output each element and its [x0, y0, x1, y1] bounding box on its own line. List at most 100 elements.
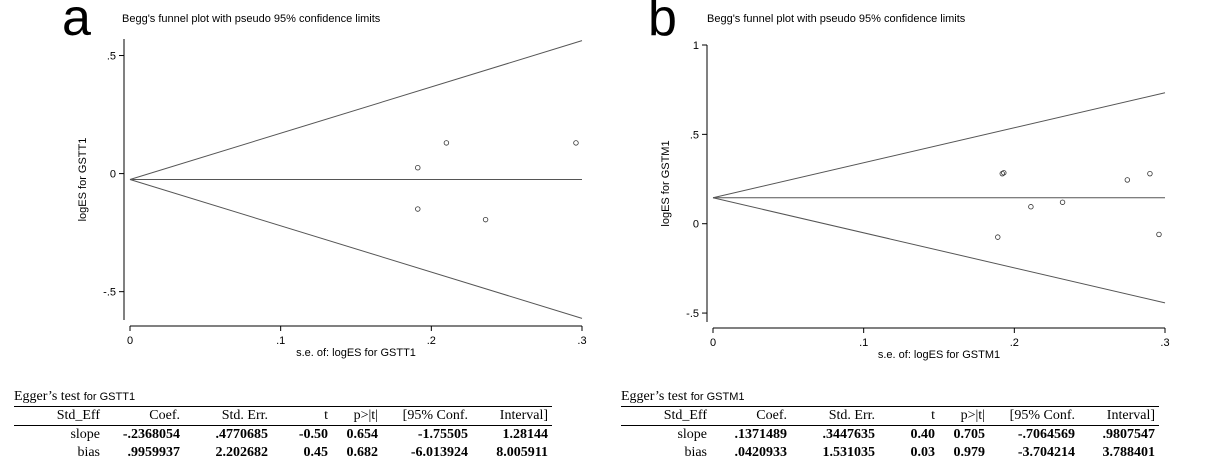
table-row: slope .1371489 .3447635 0.40 0.705 -.706… — [621, 426, 1159, 445]
study-point — [415, 206, 421, 212]
study-point — [995, 234, 1001, 240]
egger-title-gene-a: for GSTT1 — [83, 391, 136, 403]
x-tick-label: 0 — [710, 337, 716, 349]
row-label: slope — [677, 427, 707, 442]
egger-title-b: Egger’s test for GSTM1 — [621, 388, 1159, 406]
panel-label-a: a — [62, 0, 91, 47]
table-row: bias .0420933 1.531035 0.03 0.979 -3.704… — [621, 444, 1159, 462]
lower-confidence-limit — [712, 197, 1166, 304]
egger-header-row-a: Std_Eff Coef. Std. Err. t p>|t| [95% Con… — [14, 406, 552, 426]
study-point — [573, 140, 579, 146]
table-cell: 1.531035 — [822, 445, 876, 460]
egger-header-cell: Coef. — [149, 408, 180, 423]
egger-header-cell: Std_Eff — [663, 408, 707, 423]
y-tick-label: -.5 — [103, 287, 116, 299]
egger-header-cell: [95% Conf. — [402, 408, 468, 423]
egger-header-cell: Interval] — [1106, 408, 1155, 423]
egger-header-cell: Interval] — [499, 408, 548, 423]
egger-header-cell: Coef. — [756, 408, 787, 423]
study-point — [1059, 199, 1066, 205]
table-row: slope -.2368054 .4770685 -0.50 0.654 -1.… — [14, 426, 552, 445]
table-cell: -.2368054 — [122, 427, 180, 442]
egger-title-gene-b: for GSTM1 — [690, 391, 745, 403]
funnel-plot-panel-a: a Begg's funnel plot with pseudo 95% con… — [0, 0, 600, 466]
study-point — [443, 140, 450, 146]
egger-header-cell: Std_Eff — [56, 408, 100, 423]
egger-title-a: Egger’s test for GSTT1 — [14, 388, 552, 406]
x-tick-label: .1 — [859, 337, 868, 349]
egger-test-gstm1: Egger’s test for GSTM1 Std_Eff Coef. Std… — [621, 388, 1159, 462]
table-cell: .9807547 — [1102, 427, 1156, 442]
x-axis-label: s.e. of: logES for GSTM1 — [878, 349, 1000, 361]
study-point — [1156, 231, 1162, 238]
study-point — [1001, 170, 1007, 176]
table-cell: 3.788401 — [1102, 445, 1156, 460]
study-point — [415, 164, 421, 171]
table-cell: .0420933 — [734, 445, 788, 460]
y-tick-label: -.5 — [686, 308, 699, 320]
x-tick-label: .3 — [577, 335, 586, 347]
row-label: slope — [70, 427, 100, 442]
egger-header-cell: Std. Err. — [221, 408, 268, 423]
plot-title-b: Begg's funnel plot with pseudo 95% confi… — [707, 13, 966, 25]
x-tick-label: .1 — [276, 335, 285, 347]
row-label: bias — [77, 445, 100, 460]
table-cell: -0.50 — [298, 427, 328, 442]
table-cell: 0.705 — [953, 427, 986, 442]
table-cell: -.7064569 — [1017, 427, 1075, 442]
table-cell: .4770685 — [215, 427, 269, 442]
y-tick-label: .5 — [690, 129, 699, 141]
study-point — [482, 216, 489, 223]
egger-title-main-b: Egger’s test — [621, 389, 688, 404]
y-axis-label: logES for GSTT1 — [77, 138, 89, 222]
table-cell: .9959937 — [127, 445, 181, 460]
study-point — [1028, 204, 1034, 210]
funnel-plot-b: -.5 0 .5 1 0 .1 .2 .3 s.e. of: logES for GSTM1 lo… — [660, 40, 1170, 361]
table-cell: 0.03 — [910, 445, 936, 460]
table-row: bias .9959937 2.202682 0.45 0.682 -6.013… — [14, 444, 552, 462]
upper-confidence-limit — [712, 92, 1166, 199]
table-cell: 1.28144 — [502, 427, 549, 442]
y-tick-label: 0 — [693, 219, 699, 231]
x-tick-label: .2 — [1010, 337, 1019, 349]
table-cell: 2.202682 — [215, 445, 269, 460]
table-cell: -1.75505 — [417, 427, 468, 442]
egger-header-cell: p>|t| — [353, 408, 378, 423]
lower-confidence-limit — [129, 179, 583, 319]
table-cell: .1371489 — [734, 427, 788, 442]
funnel-plot-a: -.5 0 .5 0 .1 .2 .3 s.e. of: logES for GSTT1 log… — [77, 39, 587, 359]
table-cell: -6.013924 — [410, 445, 468, 460]
plot-title-a: Begg's funnel plot with pseudo 95% confi… — [122, 13, 381, 25]
egger-header-cell: t — [324, 408, 328, 423]
y-tick-label: 1 — [693, 40, 699, 52]
table-cell: 0.40 — [910, 427, 936, 442]
funnel-plot-panel-b: b Begg's funnel plot with pseudo 95% con… — [615, 0, 1215, 466]
egger-test-gstt1: Egger’s test for GSTT1 Std_Eff Coef. Std… — [14, 388, 552, 462]
x-axis-label: s.e. of: logES for GSTT1 — [296, 347, 416, 359]
egger-title-main-a: Egger’s test — [14, 389, 81, 404]
study-point — [1147, 170, 1153, 177]
table-cell: 0.45 — [303, 445, 329, 460]
upper-confidence-limit — [129, 40, 583, 180]
y-tick-label: 0 — [110, 169, 116, 181]
x-tick-label: .3 — [1160, 337, 1169, 349]
egger-header-cell: t — [931, 408, 935, 423]
egger-header-cell: [95% Conf. — [1009, 408, 1075, 423]
y-axis-label: logES for GSTM1 — [660, 140, 672, 226]
x-tick-label: .2 — [427, 335, 436, 347]
table-cell: 8.005911 — [496, 445, 548, 460]
y-tick-label: .5 — [107, 51, 116, 63]
table-cell: .3447635 — [822, 427, 876, 442]
panel-label-b: b — [648, 0, 677, 47]
table-cell: 0.682 — [346, 445, 379, 460]
table-cell: 0.654 — [346, 427, 379, 442]
egger-header-cell: Std. Err. — [828, 408, 875, 423]
egger-header-row-b: Std_Eff Coef. Std. Err. t p>|t| [95% Con… — [621, 406, 1159, 426]
table-cell: -3.704214 — [1017, 445, 1075, 460]
table-cell: 0.979 — [953, 445, 986, 460]
egger-table-a: Std_Eff Coef. Std. Err. t p>|t| [95% Con… — [14, 406, 552, 462]
row-label: bias — [684, 445, 707, 460]
x-tick-label: 0 — [127, 335, 133, 347]
study-point — [1124, 177, 1131, 183]
egger-header-cell: p>|t| — [960, 408, 985, 423]
